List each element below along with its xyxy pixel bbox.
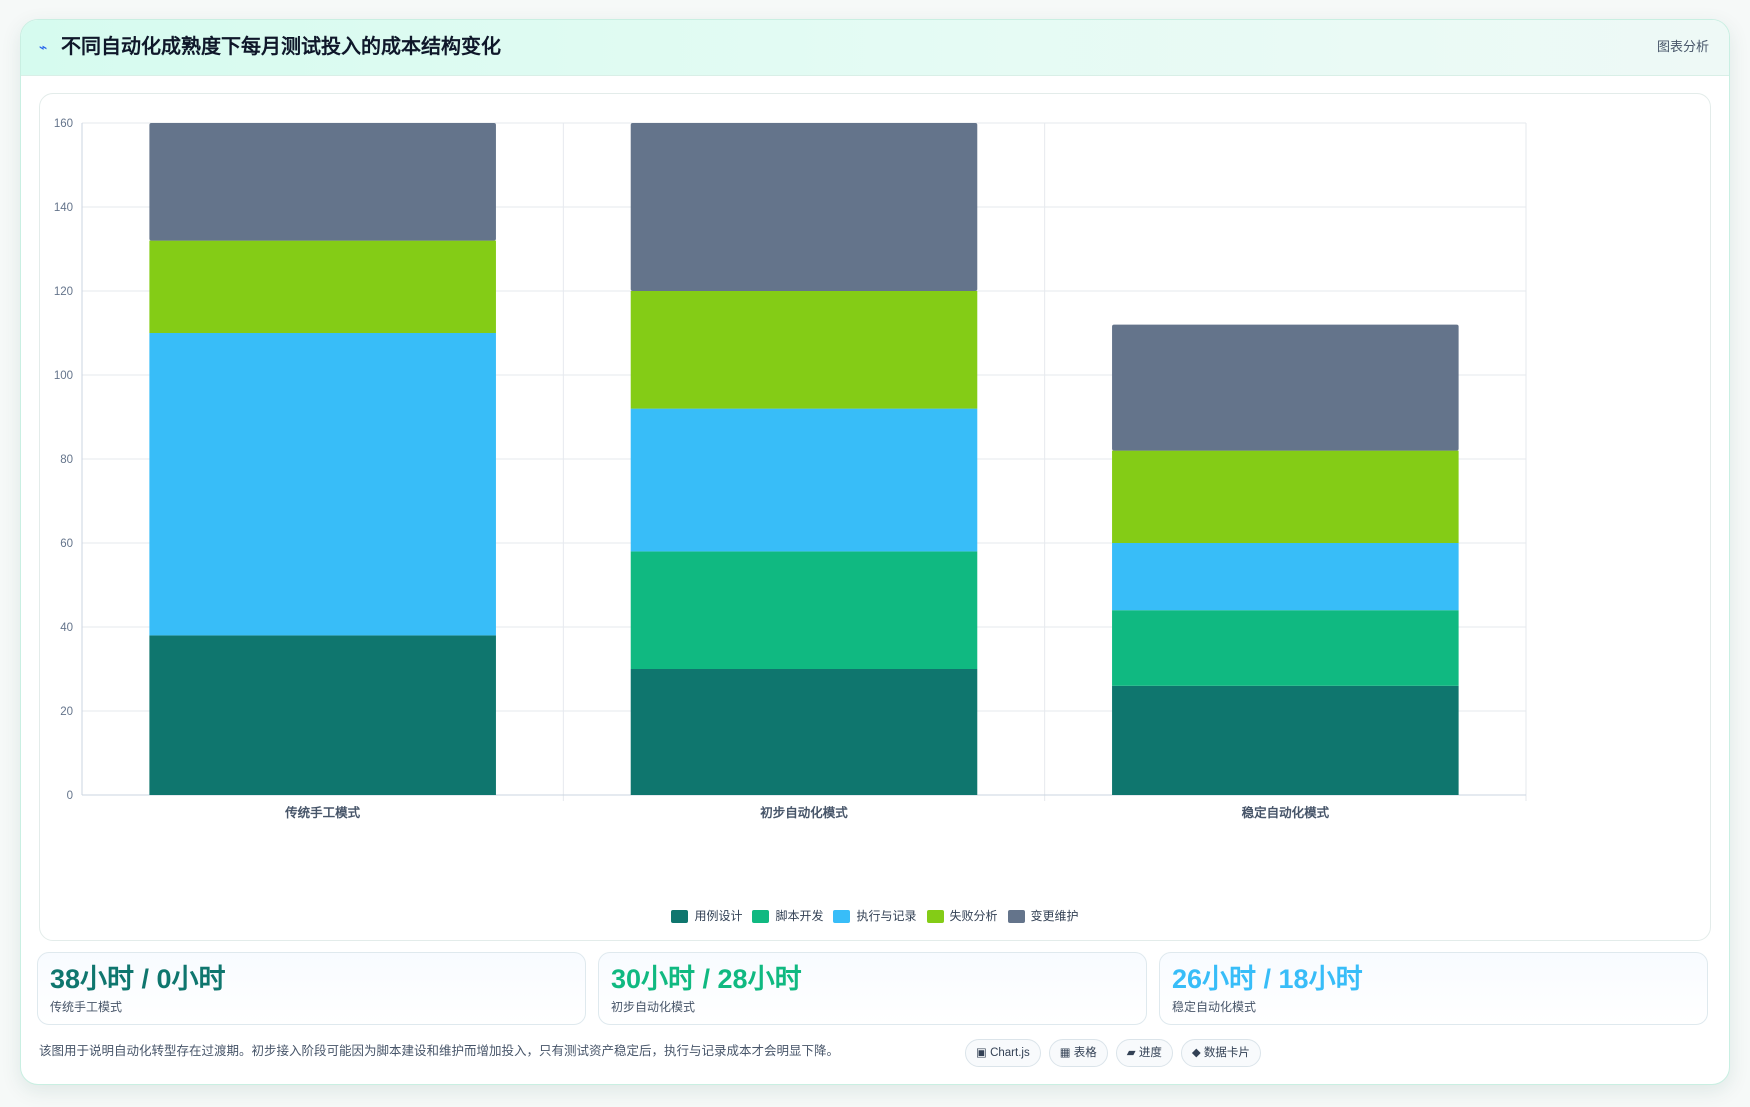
chart-panel: ⌁ 不同自动化成熟度下每月测试投入的成本结构变化 图表分析 0 20 40 60 80 1… [20, 19, 1730, 1085]
stat-value: 26小时 / 18小时 [1172, 964, 1363, 994]
bar-segment [149, 240, 496, 333]
chip-data-card[interactable]: ◆ 数据卡片 [1180, 1039, 1261, 1067]
y-tick-label: 0 [67, 790, 73, 802]
bar-segment [1112, 450, 1459, 543]
chart-icon: ▣ [976, 1047, 987, 1059]
chip-table[interactable]: ▦ 表格 [1048, 1039, 1108, 1067]
chip-label: 数据卡片 [1203, 1047, 1250, 1059]
bar-segment [630, 669, 978, 795]
bar-segment [1112, 324, 1459, 451]
legend-swatch [926, 909, 944, 923]
legend-label: 变更维护 [1030, 909, 1079, 923]
y-tick-label: 100 [54, 370, 73, 382]
legend-label: 执行与记录 [856, 909, 917, 923]
legend-item[interactable]: 脚本开发 [752, 907, 823, 925]
table-icon: ▦ [1059, 1047, 1071, 1059]
legend-swatch [752, 909, 770, 923]
legend-swatch [833, 909, 851, 923]
y-tick-label: 160 [54, 118, 73, 130]
bar-segment [1112, 685, 1459, 795]
stat-card-initial-automation: 30小时 / 28小时 初步自动化模式 [598, 952, 1147, 1025]
legend-item[interactable]: 失败分析 [926, 907, 998, 925]
bar-segment [149, 635, 496, 795]
legend-label: 失败分析 [949, 909, 998, 923]
legend-swatch [671, 909, 689, 923]
panel-header: ⌁ 不同自动化成熟度下每月测试投入的成本结构变化 图表分析 [21, 20, 1729, 76]
bar-segment [1112, 610, 1459, 686]
legend-item[interactable]: 执行与记录 [833, 907, 917, 925]
legend-label: 脚本开发 [775, 909, 824, 923]
legend-item[interactable]: 用例设计 [671, 907, 742, 925]
bar-segment [630, 123, 978, 291]
y-tick-label: 20 [60, 706, 73, 718]
chip-label: 进度 [1138, 1047, 1162, 1059]
chart-caption: 该图用于说明自动化转型存在过渡期。初步接入阶段可能因为脚本建设和维护而增加投入，… [39, 1044, 840, 1058]
chart-card: 0 20 40 60 80 100 120 140 160 传统手工模式 初步自动化模式 稳定自动化模… [39, 93, 1711, 941]
chip-group: ▣ Chart.js ▦ 表格 ▰ 进度 ◆ 数据卡片 [965, 1039, 1261, 1067]
bar-segment [630, 408, 978, 552]
stat-value: 38小时 / 0小时 [50, 964, 226, 994]
page-title: 不同自动化成熟度下每月测试投入的成本结构变化 [61, 36, 501, 58]
stat-label: 传统手工模式 [50, 1000, 123, 1014]
bar-segment [630, 551, 978, 669]
stat-value: 30小时 / 28小时 [611, 964, 802, 994]
bar-segment [630, 291, 978, 409]
legend-swatch [1007, 909, 1025, 923]
chip-progress[interactable]: ▰ 进度 [1115, 1039, 1173, 1067]
y-tick-label: 140 [54, 202, 73, 214]
flash-icon: ⌁ [39, 39, 48, 55]
diamond-icon: ◆ [1191, 1047, 1201, 1059]
x-tick-label: 稳定自动化模式 [1242, 805, 1330, 820]
y-tick-label: 120 [54, 286, 73, 298]
y-tick-label: 60 [60, 538, 73, 550]
chip-chartjs[interactable]: ▣ Chart.js [965, 1039, 1041, 1067]
bar-segment [1112, 543, 1459, 611]
chart-legend: 用例设计 脚本开发 执行与记录 失败分析 变更维护 [40, 907, 1710, 925]
y-tick-label: 80 [60, 454, 73, 466]
legend-label: 用例设计 [694, 909, 743, 923]
stat-label: 初步自动化模式 [611, 1000, 696, 1014]
chip-label: 表格 [1073, 1047, 1097, 1059]
x-tick-label: 初步自动化模式 [760, 805, 848, 820]
y-tick-label: 40 [60, 622, 73, 634]
bar-segment [149, 333, 496, 636]
stat-card-manual: 38小时 / 0小时 传统手工模式 [37, 952, 586, 1025]
stat-label: 稳定自动化模式 [1172, 1000, 1257, 1014]
chip-label: Chart.js [990, 1047, 1030, 1059]
chart-analysis-link[interactable]: 图表分析 [1656, 39, 1709, 54]
stat-card-stable-automation: 26小时 / 18小时 稳定自动化模式 [1159, 952, 1708, 1025]
x-tick-label: 传统手工模式 [284, 805, 361, 820]
bar-segment [149, 123, 496, 241]
legend-item[interactable]: 变更维护 [1007, 907, 1079, 925]
stacked-bar-chart: 0 20 40 60 80 100 120 140 160 传统手工模式 初步自动化模式 稳定自动化模… [54, 118, 1527, 820]
progress-icon: ▰ [1126, 1047, 1136, 1059]
